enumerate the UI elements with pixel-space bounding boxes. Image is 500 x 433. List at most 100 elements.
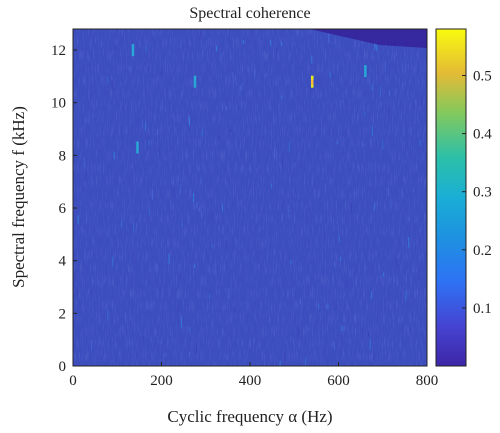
- heatmap-streak: [156, 129, 158, 135]
- heatmap-streak: [346, 279, 348, 288]
- heatmap-streak: [85, 173, 87, 183]
- y-tick-label: 0: [59, 359, 67, 375]
- y-tick-label: 10: [51, 96, 66, 112]
- coherence-peak-core: [311, 79, 314, 85]
- heatmap-streak: [197, 167, 199, 170]
- heatmap-streaks: [74, 31, 426, 366]
- heatmap-streak: [299, 298, 301, 304]
- heatmap-streak: [154, 31, 156, 38]
- heatmap-streak: [181, 222, 183, 227]
- x-tick-label: 600: [327, 373, 350, 389]
- heatmap-streak: [298, 327, 299, 339]
- heatmap-streak: [107, 310, 109, 321]
- heatmap-streak: [152, 190, 154, 200]
- heatmap-streak: [370, 292, 372, 300]
- heatmap-streak: [146, 301, 148, 310]
- heatmap-streak: [300, 165, 302, 168]
- heatmap-streak: [136, 223, 137, 227]
- chart-title: Spectral coherence: [189, 5, 310, 22]
- heatmap-streak: [198, 208, 200, 211]
- heatmap-streak: [279, 163, 281, 168]
- heatmap-streak: [374, 39, 376, 50]
- heatmap-streak: [417, 133, 419, 138]
- heatmap-streak: [288, 204, 290, 213]
- heatmap-streak: [113, 151, 115, 160]
- heatmap-streak: [226, 106, 227, 111]
- heatmap-streak: [114, 45, 116, 50]
- heatmap-streak: [106, 199, 108, 205]
- colorbar-ticks: 0.1 0.2 0.3 0.4 0.5: [462, 68, 492, 317]
- heatmap-streak: [91, 340, 93, 351]
- heatmap-streak: [112, 256, 114, 268]
- colorbar-frame: [435, 28, 467, 367]
- heatmap-streak: [230, 129, 232, 133]
- heatmap-streak: [310, 61, 312, 67]
- heatmap-streak: [332, 129, 334, 136]
- heatmap-streak: [228, 288, 230, 299]
- heatmap-streak: [324, 232, 326, 240]
- heatmap-streak: [85, 272, 87, 282]
- heatmap-streak: [189, 351, 191, 358]
- heatmap-streak: [337, 141, 339, 144]
- heatmap-streak: [369, 339, 371, 350]
- heatmap-streak: [201, 129, 203, 137]
- heatmap-streak: [147, 132, 149, 139]
- heatmap-streak: [271, 183, 272, 189]
- heatmap-streak: [144, 61, 146, 66]
- heatmap-streak: [241, 82, 243, 90]
- heatmap-streak: [288, 141, 290, 152]
- colorbar-tick-label: 0.5: [473, 68, 492, 84]
- colorbar: 0.1 0.2 0.3 0.4 0.5: [435, 28, 492, 367]
- heatmap-streak: [390, 198, 392, 209]
- heatmap-streak: [379, 275, 381, 279]
- y-axis: 0 2 4 6 8 10 12: [51, 43, 77, 375]
- colorbar-gradient: [436, 29, 466, 366]
- heatmap-streak: [100, 282, 102, 288]
- heatmap-streak: [418, 269, 420, 280]
- heatmap-streak: [77, 215, 79, 225]
- heatmap-streak: [228, 145, 230, 155]
- heatmap-streak: [218, 134, 220, 141]
- heatmap-streak: [265, 73, 267, 78]
- y-tick-label: 8: [59, 148, 67, 164]
- heatmap-streak: [384, 61, 386, 72]
- heatmap-streak: [350, 203, 352, 212]
- x-tick-label: 200: [150, 373, 173, 389]
- heatmap-streak: [193, 192, 195, 202]
- heatmap-streak: [387, 187, 389, 196]
- heatmap-streak: [134, 253, 136, 265]
- heatmap-streak: [133, 223, 135, 233]
- heatmap-streak: [290, 259, 292, 265]
- heatmap-streak: [224, 167, 226, 171]
- heatmap-streak: [208, 294, 210, 300]
- heatmap-streak: [318, 303, 320, 309]
- heatmap-streak: [111, 80, 113, 91]
- heatmap-streak: [355, 328, 356, 335]
- heatmap-streak: [177, 305, 179, 313]
- heatmap-streak: [211, 244, 213, 248]
- heatmap-streak: [168, 253, 170, 265]
- heatmap-streak: [214, 269, 216, 275]
- heatmap-streak: [148, 207, 150, 216]
- heatmap-streak: [402, 81, 404, 89]
- heatmap-streak: [222, 204, 223, 212]
- heatmap-streak: [274, 147, 276, 159]
- heatmap-streak: [180, 317, 182, 329]
- heatmap-streak: [287, 214, 289, 218]
- colorbar-tick-label: 0.2: [473, 243, 492, 259]
- x-tick-label: 800: [416, 373, 439, 389]
- heatmap-streak: [92, 279, 94, 284]
- heatmap-streak: [173, 187, 175, 196]
- heatmap-streak: [200, 177, 202, 184]
- heatmap-streak: [216, 45, 218, 52]
- heatmap-streak: [281, 95, 283, 100]
- heatmap-streak: [339, 256, 341, 262]
- heatmap-streak: [405, 290, 407, 301]
- y-tick-label: 4: [59, 254, 67, 270]
- heatmap-streak: [142, 119, 144, 129]
- heatmap-streak: [196, 202, 198, 208]
- heatmap-streak: [120, 220, 122, 228]
- heatmap-streak: [234, 307, 236, 314]
- heatmap-streak: [325, 304, 327, 308]
- heatmap-streak: [408, 216, 410, 221]
